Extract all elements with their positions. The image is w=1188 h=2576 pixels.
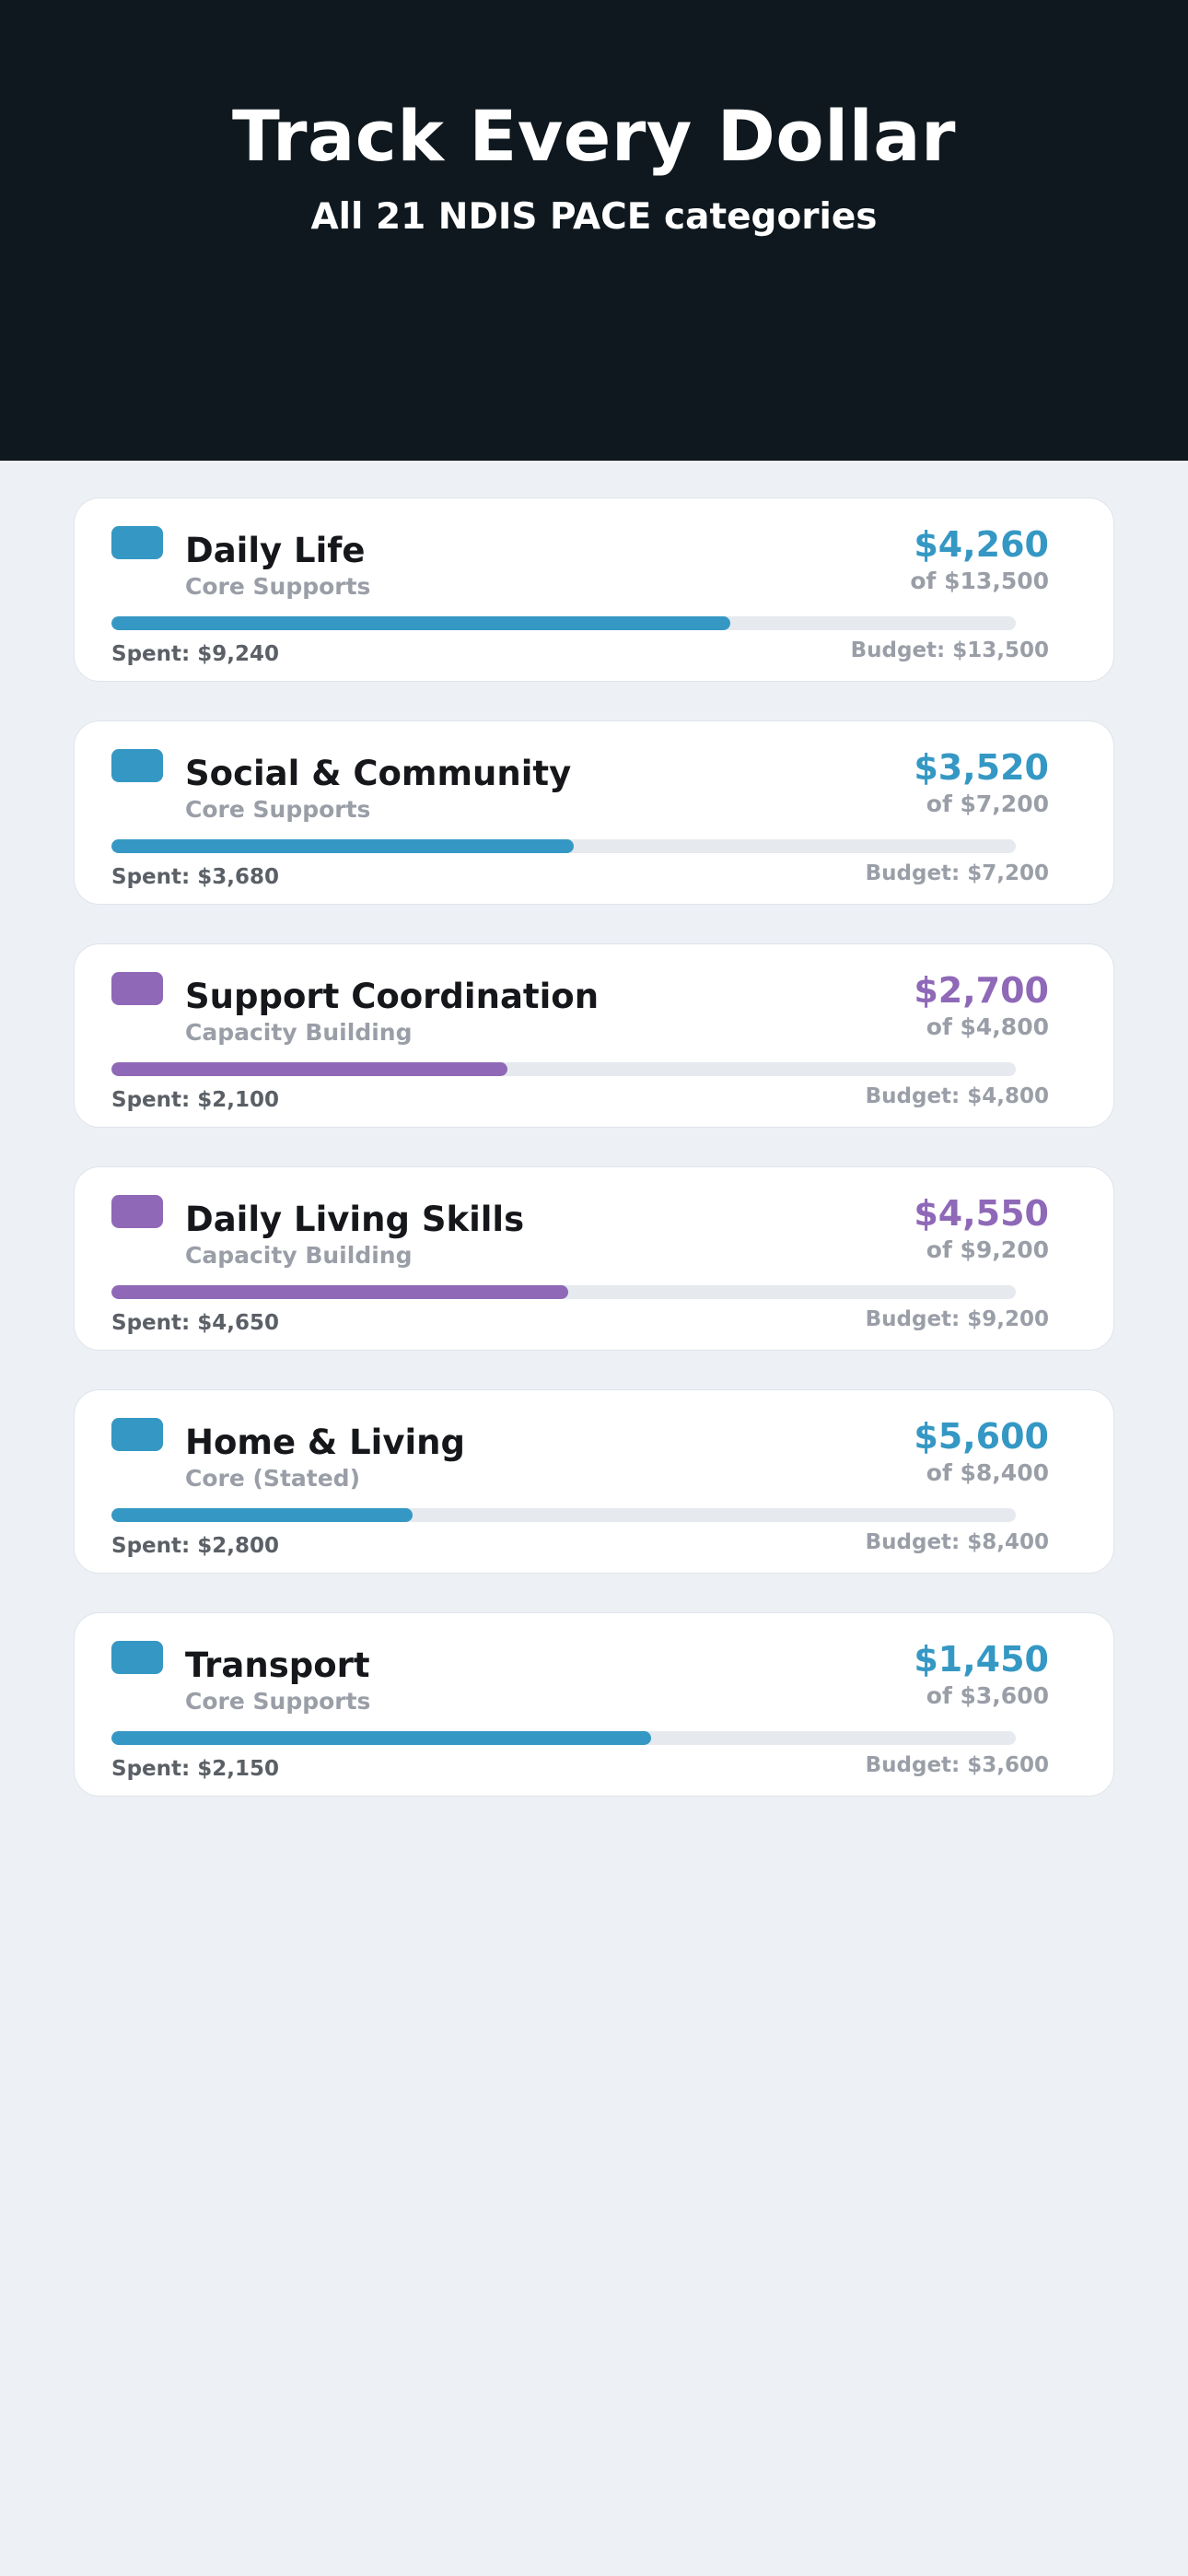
category-name: Support Coordination bbox=[185, 977, 600, 1016]
progress-bar bbox=[111, 839, 1016, 853]
progress-bar-fill bbox=[111, 616, 730, 630]
total-budget: of $3,600 bbox=[926, 1682, 1049, 1709]
budget-amount: Budget: $9,200 bbox=[865, 1307, 1049, 1331]
category-type: Capacity Building bbox=[185, 1242, 413, 1269]
progress-bar bbox=[111, 1285, 1016, 1299]
category-name: Social & Community bbox=[185, 754, 572, 793]
progress-bar-fill bbox=[111, 1731, 652, 1745]
progress-bar bbox=[111, 1731, 1016, 1745]
category-card-support-coordination[interactable]: Support Coordination Capacity Building $… bbox=[74, 943, 1114, 1128]
category-name: Daily Living Skills bbox=[185, 1200, 525, 1239]
category-name: Home & Living bbox=[185, 1423, 465, 1462]
progress-bar bbox=[111, 616, 1016, 630]
category-icon bbox=[111, 526, 163, 559]
progress-bar-fill bbox=[111, 1285, 568, 1299]
remaining-amount: $2,700 bbox=[914, 970, 1049, 1011]
category-card-social-community[interactable]: Social & Community Core Supports $3,520 … bbox=[74, 720, 1114, 905]
category-type: Core (Stated) bbox=[185, 1465, 360, 1492]
budget-amount: Budget: $8,400 bbox=[865, 1530, 1049, 1554]
category-type: Core Supports bbox=[185, 573, 371, 600]
category-name: Transport bbox=[185, 1645, 370, 1685]
spent-amount: Spent: $9,240 bbox=[111, 642, 279, 666]
category-type: Capacity Building bbox=[185, 1019, 413, 1046]
total-budget: of $7,200 bbox=[926, 790, 1049, 817]
category-type: Core Supports bbox=[185, 796, 371, 823]
total-budget: of $4,800 bbox=[926, 1013, 1049, 1040]
spent-amount: Spent: $2,100 bbox=[111, 1088, 279, 1112]
category-icon bbox=[111, 972, 163, 1005]
total-budget: of $13,500 bbox=[910, 568, 1049, 594]
remaining-amount: $4,260 bbox=[914, 524, 1049, 565]
budget-amount: Budget: $13,500 bbox=[850, 638, 1049, 662]
progress-bar bbox=[111, 1508, 1016, 1522]
spent-amount: Spent: $3,680 bbox=[111, 865, 279, 889]
category-icon bbox=[111, 1418, 163, 1451]
hero-title: Track Every Dollar bbox=[232, 95, 956, 177]
progress-bar-fill bbox=[111, 839, 574, 853]
budget-amount: Budget: $3,600 bbox=[865, 1753, 1049, 1777]
remaining-amount: $1,450 bbox=[914, 1639, 1049, 1680]
category-card-transport[interactable]: Transport Core Supports $1,450 of $3,600… bbox=[74, 1612, 1114, 1797]
spent-amount: Spent: $2,800 bbox=[111, 1534, 279, 1558]
total-budget: of $9,200 bbox=[926, 1236, 1049, 1263]
remaining-amount: $4,550 bbox=[914, 1193, 1049, 1234]
category-card-daily-living-skills[interactable]: Daily Living Skills Capacity Building $4… bbox=[74, 1166, 1114, 1351]
budget-amount: Budget: $7,200 bbox=[865, 861, 1049, 885]
category-list: Daily Life Core Supports $4,260 of $13,5… bbox=[74, 498, 1114, 1835]
progress-bar-fill bbox=[111, 1508, 413, 1522]
progress-bar bbox=[111, 1062, 1016, 1076]
category-name: Daily Life bbox=[185, 531, 366, 570]
hero-subtitle: All 21 NDIS PACE categories bbox=[310, 196, 878, 238]
budget-amount: Budget: $4,800 bbox=[865, 1084, 1049, 1108]
spent-amount: Spent: $4,650 bbox=[111, 1311, 279, 1335]
progress-bar-fill bbox=[111, 1062, 507, 1076]
remaining-amount: $5,600 bbox=[914, 1416, 1049, 1457]
category-type: Core Supports bbox=[185, 1688, 371, 1715]
spent-amount: Spent: $2,150 bbox=[111, 1757, 279, 1781]
category-card-daily-life[interactable]: Daily Life Core Supports $4,260 of $13,5… bbox=[74, 498, 1114, 682]
category-icon bbox=[111, 1641, 163, 1674]
hero-header: Track Every Dollar All 21 NDIS PACE cate… bbox=[0, 0, 1188, 461]
category-card-home-living[interactable]: Home & Living Core (Stated) $5,600 of $8… bbox=[74, 1389, 1114, 1574]
category-icon bbox=[111, 749, 163, 782]
remaining-amount: $3,520 bbox=[914, 747, 1049, 788]
category-icon bbox=[111, 1195, 163, 1228]
total-budget: of $8,400 bbox=[926, 1459, 1049, 1486]
